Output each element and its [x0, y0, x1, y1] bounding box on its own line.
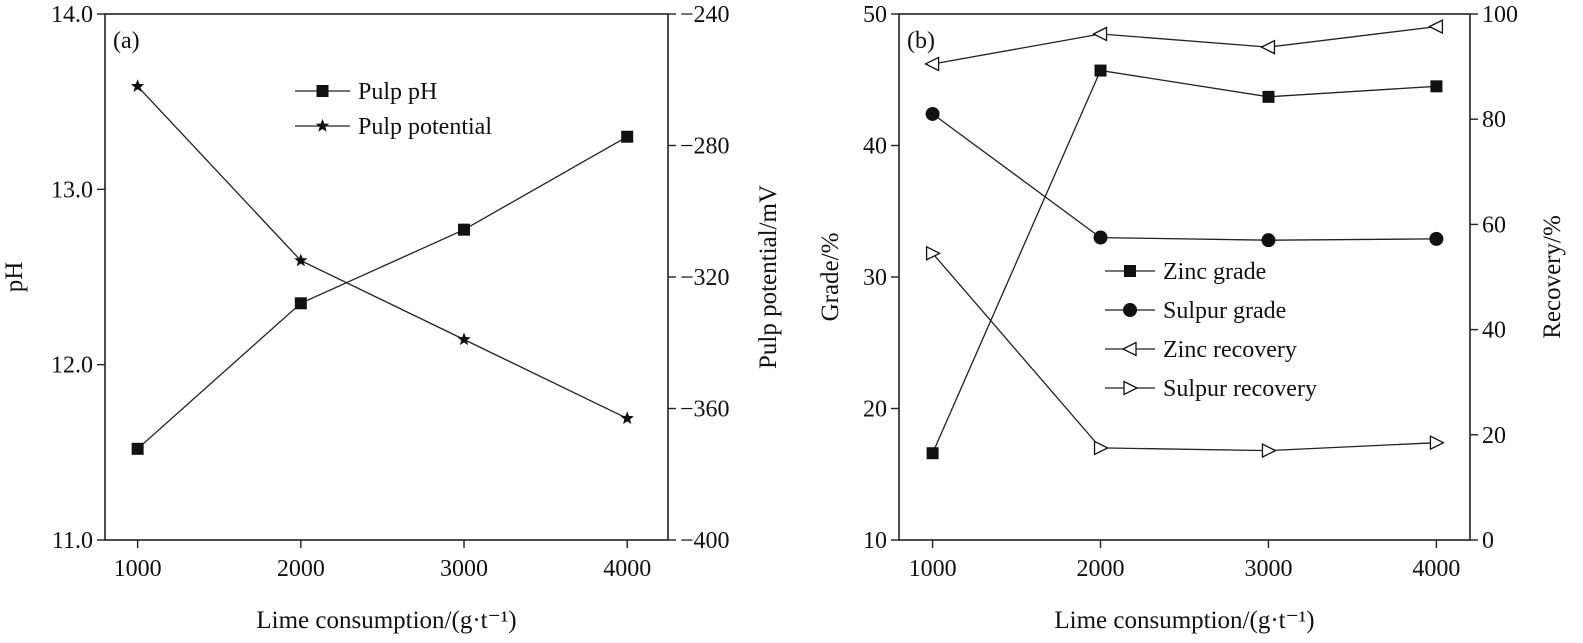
- data-point-zinc-recovery: [1260, 39, 1276, 55]
- x-tick-label: 1000: [909, 556, 957, 582]
- y-left-tick-label: 30: [863, 265, 887, 291]
- y-left-tick-label: 14.0: [51, 2, 93, 28]
- series-line-pulp-potential: [137, 85, 628, 419]
- y-right-tick-label: 60: [1482, 212, 1506, 238]
- data-point-sulpur-recovery: [925, 245, 942, 261]
- data-point-pulp-ph: [621, 130, 634, 143]
- data-point-zinc-grade: [1262, 90, 1275, 103]
- x-tick-label: 1000: [114, 556, 162, 582]
- series-line-sulpur-recovery: [932, 252, 1437, 452]
- legend-marker: [315, 119, 330, 132]
- x-axis-label: Lime consumption/(g·t⁻¹): [256, 607, 516, 634]
- series-line-sulpur-grade: [932, 113, 1437, 241]
- data-point-zinc-grade: [1094, 64, 1107, 77]
- y-left-tick-label: 11.0: [52, 528, 93, 554]
- y-right-tick-label: 100: [1482, 2, 1518, 28]
- panel-label: (b): [907, 28, 935, 54]
- chart-panel-a: 1000 2000 3000 4000 11.0 12.0 13.0 14.0 −400 −360…: [1, 2, 782, 634]
- data-point-pulp-ph: [294, 297, 307, 310]
- data-point-sulpur-grade: [1261, 233, 1276, 248]
- data-point-sulpur-recovery: [1261, 443, 1277, 459]
- y-right-tick-label: 0: [1482, 528, 1494, 554]
- y-right-tick-label: 80: [1482, 107, 1506, 133]
- x-tick-label: 3000: [440, 556, 488, 582]
- y-left-tick-label: 13.0: [51, 177, 93, 203]
- chart-panel-b: 1000 2000 3000 4000 10 20 30 40 50 0 20 40 60 80 100 Li…: [817, 2, 1566, 634]
- panel-label: (a): [113, 28, 140, 54]
- series-line-zinc-grade: [932, 69, 1437, 454]
- y-right-tick-label: −320: [680, 265, 730, 291]
- x-tick-label: 2000: [1077, 556, 1125, 582]
- data-point-pulp-potential: [620, 411, 634, 424]
- data-point-zinc-grade: [926, 447, 939, 460]
- data-point-sulpur-recovery: [1093, 440, 1109, 456]
- x-tick-label: 2000: [277, 556, 325, 582]
- y-right-tick-label: −280: [680, 134, 730, 160]
- data-point-zinc-recovery: [924, 56, 940, 72]
- data-point-pulp-ph: [131, 442, 144, 455]
- data-point-sulpur-recovery: [1429, 435, 1445, 451]
- data-point-pulp-potential: [131, 79, 145, 92]
- y-right-tick-label: −360: [680, 397, 730, 423]
- legend-label: Zinc grade: [1163, 259, 1266, 285]
- y-right-tick-label: −240: [680, 2, 730, 28]
- y-right-axis-label: Pulp potential/mV: [755, 185, 782, 369]
- data-point-pulp-potential: [294, 253, 308, 267]
- legend-marker: [1121, 341, 1137, 357]
- data-point-sulpur-grade: [1429, 231, 1444, 246]
- y-left-tick-label: 40: [863, 134, 887, 160]
- data-point-sulpur-grade: [925, 106, 940, 121]
- data-point-pulp-potential: [457, 332, 471, 346]
- y-right-tick-label: 40: [1482, 318, 1506, 344]
- x-axis-label: Lime consumption/(g·t⁻¹): [1054, 607, 1314, 634]
- y-left-axis-label: pH: [1, 262, 28, 293]
- legend-label: Zinc recovery: [1163, 337, 1297, 363]
- data-point-pulp-ph: [458, 223, 471, 236]
- series-line-pulp-ph: [137, 136, 628, 450]
- y-right-tick-label: −400: [680, 528, 730, 554]
- legend-label: Pulp pH: [358, 79, 437, 105]
- legend-marker: [1123, 303, 1137, 317]
- x-tick-label: 4000: [603, 556, 651, 582]
- legend-marker: [316, 85, 329, 97]
- data-point-zinc-recovery: [1092, 26, 1108, 42]
- y-left-axis-label: Grade/%: [817, 233, 844, 322]
- legend-label: Sulpur grade: [1163, 298, 1286, 324]
- data-point-zinc-grade: [1430, 80, 1443, 93]
- legend-marker: [1124, 265, 1136, 277]
- y-right-axis-label: Recovery/%: [1539, 215, 1566, 339]
- x-tick-label: 3000: [1244, 556, 1292, 582]
- y-left-tick-label: 12.0: [51, 353, 93, 379]
- legend-label: Sulpur recovery: [1163, 376, 1317, 402]
- y-left-tick-label: 10: [863, 528, 887, 554]
- data-point-sulpur-grade: [1093, 230, 1108, 245]
- legend-label: Pulp potential: [358, 114, 492, 140]
- y-left-tick-label: 50: [863, 2, 887, 28]
- data-point-zinc-recovery: [1427, 19, 1444, 35]
- legend-marker: [1123, 380, 1139, 396]
- series-line-zinc-recovery: [932, 25, 1437, 65]
- x-tick-label: 4000: [1412, 556, 1460, 582]
- y-left-tick-label: 20: [863, 397, 887, 423]
- y-right-tick-label: 20: [1482, 423, 1506, 449]
